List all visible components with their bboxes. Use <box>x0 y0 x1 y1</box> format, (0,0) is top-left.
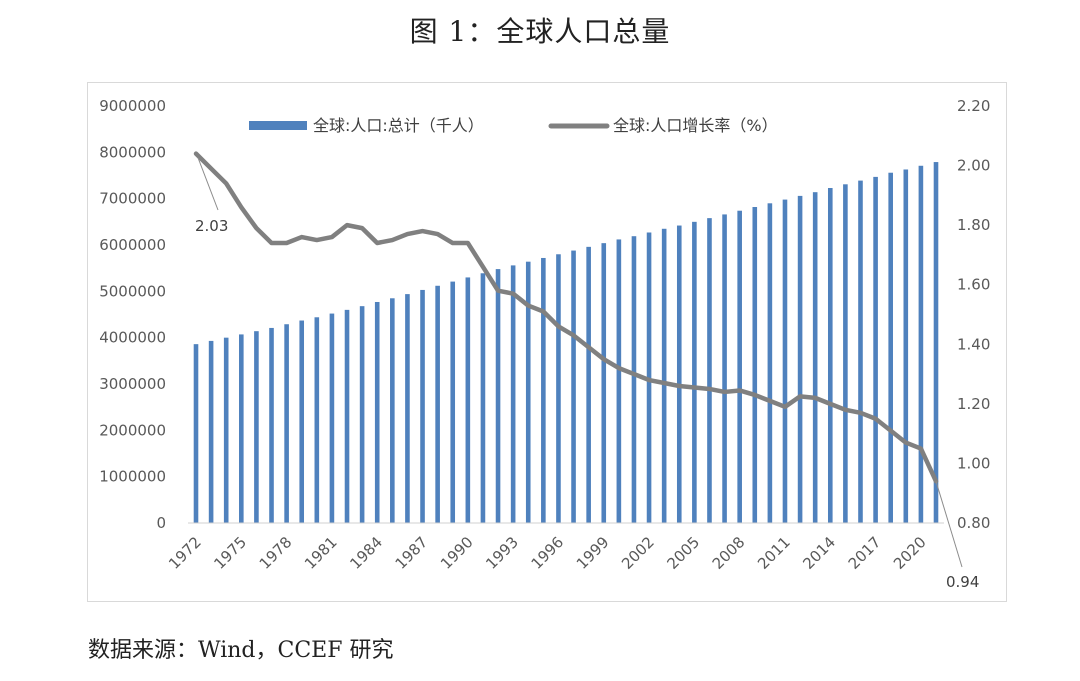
y-left-tick-label: 5000000 <box>99 282 166 300</box>
legend-bar-label: 全球:人口:总计（千人） <box>313 116 484 135</box>
x-tick-label: 1978 <box>256 533 296 573</box>
y-left-tick-label: 3000000 <box>99 375 166 393</box>
x-tick-label: 2020 <box>890 533 930 573</box>
y-right-tick-label: 1.20 <box>957 395 990 413</box>
callout-leader-end <box>935 481 963 568</box>
population-bar <box>450 281 456 523</box>
population-bar <box>359 306 365 523</box>
population-bar <box>329 313 335 523</box>
population-bar <box>510 265 516 523</box>
population-bar <box>314 317 320 523</box>
y-right-tick-label: 1.80 <box>957 216 990 234</box>
callout-end-value: 0.94 <box>946 573 979 591</box>
population-bar <box>586 246 591 523</box>
x-tick-label: 1975 <box>210 533 250 573</box>
x-tick-label: 2008 <box>709 533 749 573</box>
population-bar <box>616 239 622 523</box>
growth-rate-line <box>193 151 939 484</box>
x-tick-label: 1993 <box>482 533 522 573</box>
population-bar <box>722 214 727 524</box>
y-right-tick-label: 1.40 <box>957 335 990 353</box>
x-tick-label: 2014 <box>799 533 839 573</box>
population-bar <box>344 309 350 523</box>
population-bar <box>495 269 501 523</box>
x-tick-label: 1990 <box>437 533 477 573</box>
population-bar <box>692 221 697 523</box>
population-bar <box>918 165 924 523</box>
population-bar <box>420 289 425 523</box>
population-bar <box>571 250 576 523</box>
x-tick-label: 1987 <box>392 533 432 573</box>
source-note: 数据来源：Wind，CCEF 研究 <box>88 638 394 663</box>
population-bar <box>676 225 682 524</box>
population-bar <box>480 273 486 523</box>
population-bar <box>525 261 531 523</box>
population-bar <box>843 184 848 524</box>
population-bar <box>374 301 380 523</box>
y-left-tick-label: 9000000 <box>99 97 166 115</box>
x-tick-label: 2011 <box>754 533 794 573</box>
y-left-tick-label: 6000000 <box>99 236 166 254</box>
population-bar <box>541 257 546 523</box>
population-bar <box>737 210 742 523</box>
population-bar <box>556 254 561 523</box>
legend: 全球:人口:总计（千人） 全球:人口增长率（%） <box>249 116 778 135</box>
y-left-tick-label: 7000000 <box>99 190 166 208</box>
x-tick-label: 2017 <box>845 533 885 573</box>
population-bar <box>208 340 214 523</box>
population-bar <box>601 243 607 523</box>
population-bar <box>223 337 229 523</box>
population-bar <box>903 169 909 524</box>
x-tick-label: 1984 <box>346 533 386 573</box>
population-bar <box>782 199 788 523</box>
y-right-tick-label: 2.00 <box>957 157 990 175</box>
line-series <box>193 151 939 484</box>
population-bar <box>827 188 833 523</box>
x-tick-label: 1981 <box>301 533 341 573</box>
y-right-tick-label: 0.80 <box>957 514 990 532</box>
y-left-tick-label: 2000000 <box>99 421 166 439</box>
x-tick-label: 2002 <box>618 533 658 573</box>
population-bar <box>269 327 274 523</box>
population-bar <box>299 320 305 523</box>
callout-leader-start <box>197 157 219 211</box>
population-bar <box>752 207 758 523</box>
population-bar <box>631 236 637 523</box>
population-bar <box>812 192 818 523</box>
legend-bar-swatch <box>249 121 307 130</box>
population-bar <box>254 331 259 523</box>
population-bar <box>405 294 410 523</box>
x-tick-label: 1999 <box>573 533 613 573</box>
population-bar <box>888 172 893 523</box>
x-tick-label: 1972 <box>165 533 205 573</box>
y-right-tick-label: 2.20 <box>957 97 990 115</box>
y-right-tick-label: 1.60 <box>957 276 990 294</box>
x-tick-label: 2005 <box>663 533 703 573</box>
y-left-tick-label: 0 <box>156 514 166 532</box>
y-left-tick-label: 8000000 <box>99 143 166 161</box>
population-bar <box>390 298 395 523</box>
population-bar <box>707 218 712 523</box>
population-bar <box>435 285 440 523</box>
population-bar <box>873 176 878 523</box>
y-right-tick-label: 1.00 <box>957 454 990 472</box>
population-bar <box>858 180 863 523</box>
population-bar <box>239 334 244 523</box>
population-bar <box>465 277 471 523</box>
y-left-tick-label: 4000000 <box>99 329 166 347</box>
y-left-tick-label: 1000000 <box>99 468 166 486</box>
population-bar <box>284 324 289 523</box>
x-tick-label: 1996 <box>528 533 568 573</box>
legend-line-label: 全球:人口增长率（%） <box>613 116 778 135</box>
population-bar <box>661 228 667 523</box>
bar-series <box>193 162 939 524</box>
callout-start-value: 2.03 <box>195 217 228 235</box>
population-bar <box>767 203 773 524</box>
population-bar <box>193 344 199 523</box>
callouts: 2.03 0.94 <box>195 157 979 591</box>
population-bar <box>797 195 803 523</box>
figure-title: 图 1：全球人口总量 <box>409 15 671 48</box>
population-bar <box>933 162 939 523</box>
